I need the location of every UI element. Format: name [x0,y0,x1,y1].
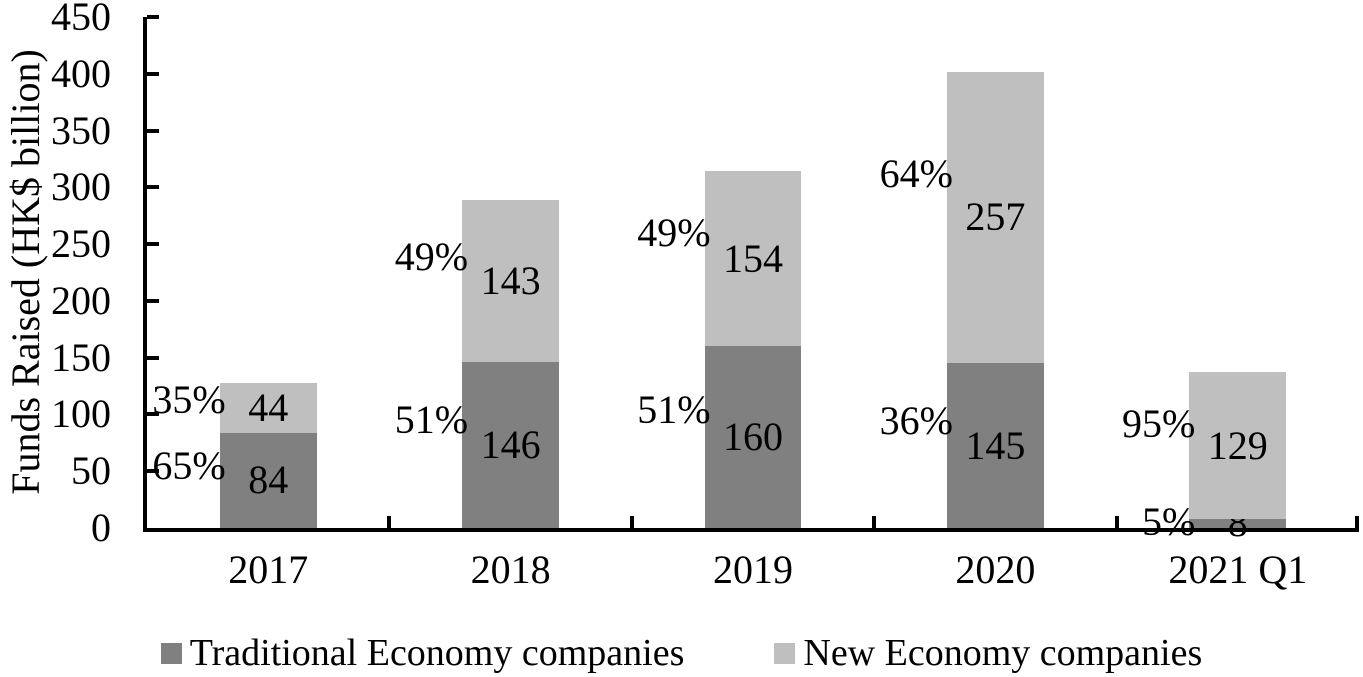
x-axis-category-label: 2020 [955,547,1036,592]
bar-percent-label: 49% [394,233,469,279]
x-axis-category-label: 2019 [713,547,793,592]
y-axis-tick-mark [147,242,159,247]
y-axis-tick-mark [147,128,159,133]
bar-percent-label: 65% [152,442,226,488]
bar-value-label: 129 [1207,422,1268,468]
plot-area: 84 65% 44 35% 146 51% 143 49% 160 51% 154 49% 145 36%… [143,15,1359,543]
y-axis-tick-label: 250 [51,221,111,267]
y-axis-tick-mark [147,185,159,190]
bar-percent-label: 51% [394,397,469,443]
y-axis-tick-mark [147,298,159,303]
bar-segment-traditional-2018 [462,362,560,528]
bar-value-label: 154 [722,235,783,281]
x-axis-category-label: 2021 Q1 [1168,547,1308,592]
bar-segment-new-2021-q1 [1189,372,1287,519]
bar-segment-new-2018 [462,199,560,363]
bar-value-label: 257 [965,194,1026,240]
bar-percent-label: 49% [637,209,711,255]
x-axis-category-label: 2018 [470,547,551,592]
bar-value-label: 146 [480,422,541,468]
legend-swatch-new-economy-icon [774,642,796,664]
legend-item-new-economy: New Economy companies [774,633,1202,673]
y-axis-tick-label: 450 [51,0,111,39]
x-axis-tick-mark [1114,516,1119,528]
bar-segment-new-2020 [946,71,1044,364]
bar-percent-label: 95% [1121,400,1196,446]
bar-percent-label: 5% [1141,499,1196,545]
x-axis-tick-mark [1355,516,1359,528]
bar-segment-traditional-2019 [704,346,802,528]
y-axis-tick-mark [147,469,159,474]
y-axis-tick-label: 100 [51,391,111,437]
y-axis-tick-label: 0 [91,505,111,550]
bar-segment-new-2019 [704,171,802,347]
x-axis-category-label: 2017 [228,547,309,592]
y-axis-tick-mark [147,15,159,19]
legend: Traditional Economy companies New Econom… [0,633,1363,673]
y-axis-tick-mark [147,355,159,360]
y-axis-tick-label: 400 [51,50,111,96]
bar-segment-traditional-2017 [219,432,317,528]
bar-value-label: 160 [722,414,783,460]
y-axis-tick-label: 350 [51,107,111,153]
bar-percent-label: 51% [637,386,711,432]
y-axis-tick-mark [147,412,159,417]
bar-value-label: 143 [480,258,541,304]
x-axis-tick-mark [872,516,877,528]
y-axis-tick-label: 300 [51,164,111,210]
legend-label-new-economy: New Economy companies [803,632,1203,674]
x-axis-tick-mark [629,516,634,528]
bar-segment-new-2017 [219,382,317,433]
legend-label-traditional-economy: Traditional Economy companies [189,632,685,674]
y-axis-tick-mark [147,71,159,76]
bar-value-label: 84 [248,457,289,503]
y-axis-tick-label: 200 [51,277,111,323]
x-axis-tick-mark [387,516,392,528]
legend-swatch-traditional-economy-icon [160,642,182,664]
bar-value-label: 145 [965,422,1026,468]
bar-value-label: 44 [248,384,289,430]
bar-percent-label: 36% [879,397,953,443]
bar-segment-traditional-2020 [946,363,1044,528]
bar-percent-label: 64% [879,150,953,196]
y-axis-tick-label: 150 [51,334,111,380]
bar-segment-traditional-2021-q1 [1189,518,1287,528]
bar-percent-label: 35% [152,377,226,423]
y-axis-tick-label: 50 [71,448,111,494]
legend-item-traditional-economy: Traditional Economy companies [160,632,685,674]
